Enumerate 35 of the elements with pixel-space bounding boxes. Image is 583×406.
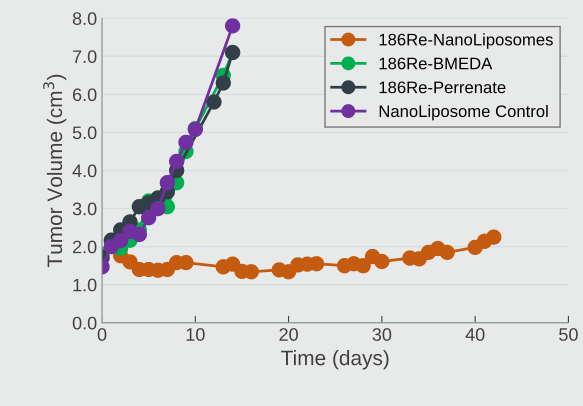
y-tick-label: 0.0 (72, 316, 96, 330)
x-tick-label: 30 (372, 328, 392, 341)
legend-label: NanoLiposome Control (380, 104, 548, 120)
point (150, 200, 166, 216)
x-tick-label: 20 (279, 328, 298, 341)
y-tick-label: 3.0 (72, 202, 96, 216)
x-tick-label: 50 (559, 328, 578, 341)
point (160, 175, 175, 190)
x-tick-label: 0 (98, 328, 106, 341)
x-tick-label: 10 (186, 328, 205, 341)
point (206, 94, 222, 110)
y-tick-label: 8.0 (72, 12, 96, 25)
point (113, 232, 128, 248)
point (132, 226, 147, 242)
point (374, 254, 390, 270)
legend-label: 186Re-Perrenate (380, 81, 506, 94)
point (486, 229, 502, 245)
point (440, 244, 455, 260)
y-tick-label: 6.0 (72, 88, 96, 102)
point (169, 154, 184, 170)
point (356, 258, 371, 274)
x-axis-title: Time (days) (281, 350, 389, 370)
x-tick-label: 40 (466, 328, 484, 341)
point (141, 210, 156, 226)
y-tick-label: 7.0 (72, 50, 96, 64)
y-axis-title: Tumor Volume (cm$^{3}$) (43, 74, 66, 268)
y-tick-label: 5.0 (72, 126, 96, 140)
y-tick-label: 2.0 (72, 240, 96, 254)
legend-label: 186Re-BMEDA (380, 58, 492, 70)
point (224, 18, 240, 34)
legend-label: 186Re-NanoLiposomes (380, 33, 553, 49)
point (178, 134, 194, 150)
y-tick-label: 1.0 (73, 278, 96, 292)
y-tick-label: 4.0 (72, 164, 96, 178)
point (216, 75, 231, 91)
